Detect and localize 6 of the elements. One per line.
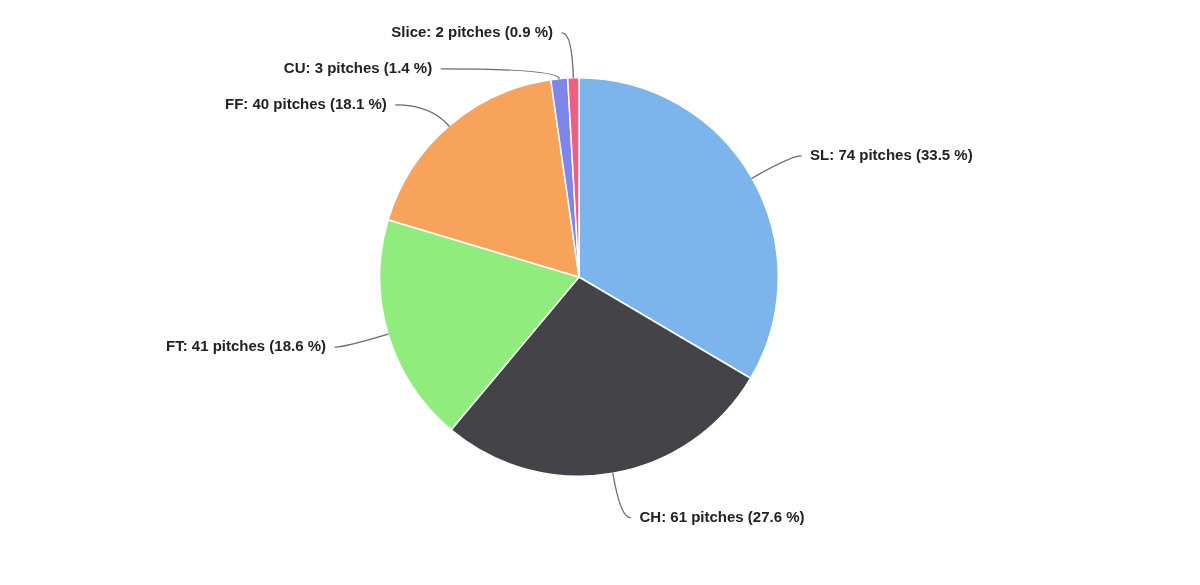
slice-label: SL: 74 pitches (33.5 %) bbox=[810, 146, 973, 164]
slice-label: Slice: 2 pitches (0.9 %) bbox=[391, 22, 554, 40]
slice-label: CU: 3 pitches (1.4 %) bbox=[283, 58, 433, 76]
slice-label: FF: 40 pitches (18.1 %) bbox=[225, 94, 387, 112]
slice-label: FT: 41 pitches (18.6 %) bbox=[165, 337, 327, 355]
slice-label: CH: 61 pitches (27.6 %) bbox=[639, 507, 805, 525]
